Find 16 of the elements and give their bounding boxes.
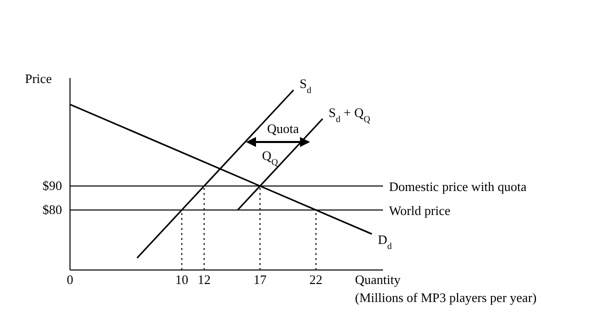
annotation: Quota <box>267 121 300 136</box>
ref-line-label: Domestic price with quota <box>389 179 527 194</box>
x-tick-label: 0 <box>66 272 74 287</box>
x-tick-label: 10 <box>175 272 188 287</box>
series-label: S$_{d}$ <box>300 76 312 95</box>
x-tick-label: 17 <box>254 272 268 287</box>
y-axis-title: Price <box>25 71 52 86</box>
ref-line-label: World price <box>389 203 451 218</box>
x-tick-label: 22 <box>309 272 322 287</box>
y-tick-label: $90 <box>42 178 62 193</box>
x-axis-title: Quantity (Millions of MP3 players per year) <box>355 272 537 305</box>
x-tick-label: 12 <box>198 272 211 287</box>
series-label: D$_{d}$ <box>378 232 392 251</box>
series-label: S$_{d}$ + Q$_{Q}$ <box>328 104 371 124</box>
y-tick-label: $80 <box>42 202 62 217</box>
annotation: Q$_{Q}$ <box>262 148 278 167</box>
